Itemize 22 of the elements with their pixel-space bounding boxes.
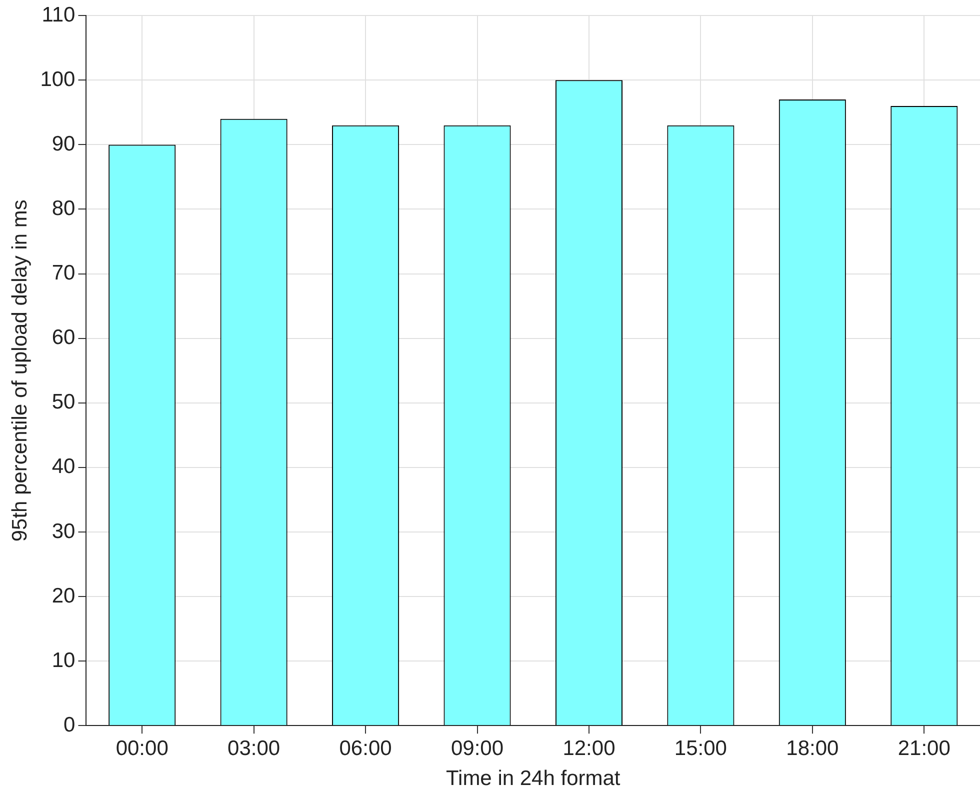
y-tick-label: 90 <box>52 132 76 156</box>
x-axis-title: Time in 24h format <box>446 767 620 790</box>
y-axis-title: 95th percentile of upload delay in ms <box>8 200 32 542</box>
x-tick-label: 21:00 <box>898 736 950 760</box>
x-tick-label: 03:00 <box>228 736 280 760</box>
x-tick-label: 18:00 <box>786 736 839 760</box>
y-tick-label: 40 <box>52 455 76 478</box>
y-tick-label: 70 <box>52 262 76 285</box>
x-tick-label: 09:00 <box>450 736 504 760</box>
x-tick-label: 15:00 <box>674 736 727 760</box>
y-tick-label: 20 <box>52 584 76 608</box>
y-tick-label: 50 <box>52 390 76 414</box>
y-tick-label: 30 <box>52 520 76 543</box>
y-tick-label: 0 <box>64 713 76 736</box>
x-tick-label: 06:00 <box>339 736 392 760</box>
y-tick-label: 100 <box>40 68 76 91</box>
y-tick-label: 10 <box>52 648 76 672</box>
y-tick-label: 80 <box>52 197 76 220</box>
x-tick-label: 00:00 <box>116 736 168 760</box>
y-tick-label: 110 <box>42 3 76 26</box>
x-tick-label: 12:00 <box>562 736 616 760</box>
y-tick-label: 60 <box>52 326 76 350</box>
